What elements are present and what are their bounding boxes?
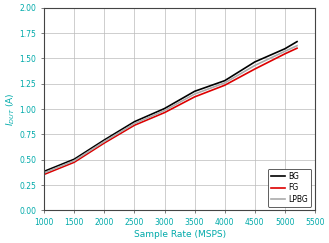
- LPBG: [133, 122, 137, 125]
- BG: [295, 40, 299, 43]
- LPBG: [163, 109, 166, 112]
- FG: [223, 84, 227, 87]
- Line: BG: BG: [44, 42, 297, 171]
- BG: [193, 90, 197, 93]
- FG: [193, 95, 197, 98]
- BG: [72, 158, 76, 161]
- BG: [223, 79, 227, 82]
- BG: [283, 47, 287, 50]
- FG: [102, 141, 106, 144]
- BG: [163, 107, 166, 110]
- BG: [253, 61, 257, 63]
- LPBG: [193, 93, 197, 95]
- Legend: BG, FG, LPBG: BG, FG, LPBG: [268, 169, 311, 207]
- LPBG: [42, 172, 46, 174]
- LPBG: [283, 50, 287, 53]
- LPBG: [102, 140, 106, 143]
- FG: [72, 161, 76, 164]
- BG: [42, 170, 46, 173]
- LPBG: [72, 159, 76, 162]
- LPBG: [253, 64, 257, 67]
- LPBG: [295, 44, 299, 47]
- FG: [253, 68, 257, 70]
- BG: [133, 120, 137, 123]
- FG: [163, 111, 166, 114]
- BG: [102, 139, 106, 141]
- FG: [295, 47, 299, 50]
- LPBG: [223, 81, 227, 84]
- Y-axis label: $I_{DUT}$ (A): $I_{DUT}$ (A): [4, 92, 17, 126]
- FG: [133, 124, 137, 127]
- FG: [283, 52, 287, 55]
- Line: LPBG: LPBG: [44, 46, 297, 173]
- Line: FG: FG: [44, 48, 297, 174]
- FG: [42, 173, 46, 176]
- X-axis label: Sample Rate (MSPS): Sample Rate (MSPS): [134, 230, 226, 239]
